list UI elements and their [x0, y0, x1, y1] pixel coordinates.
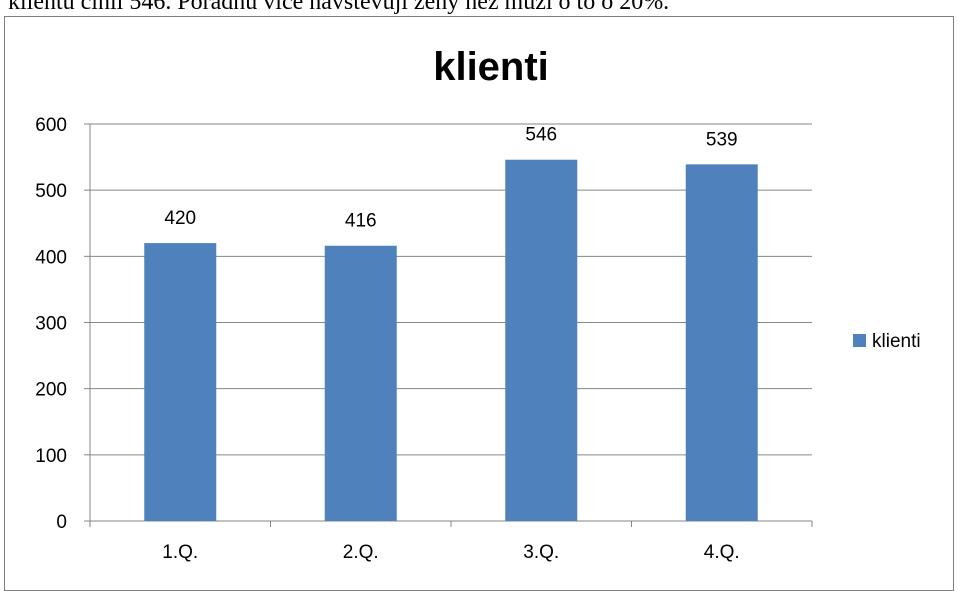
data-labels: 420 416 546 539	[164, 125, 737, 232]
data-label: 546	[525, 125, 557, 146]
x-category-label: 3.Q.	[523, 542, 559, 563]
data-label: 420	[164, 208, 196, 229]
x-category-label: 4.Q.	[704, 542, 740, 563]
bar	[144, 243, 217, 521]
y-tick-label: 300	[35, 314, 67, 335]
bar	[505, 159, 578, 522]
x-category-label: 1.Q.	[162, 542, 198, 563]
y-tick-label: 100	[35, 446, 67, 467]
bar	[685, 164, 758, 521]
y-tick-label: 400	[35, 247, 67, 268]
x-category-label: 2.Q.	[343, 542, 379, 563]
bar	[324, 245, 397, 521]
y-tick-label: 600	[35, 115, 67, 136]
data-label: 539	[706, 129, 738, 150]
legend-swatch	[853, 334, 866, 347]
y-tick-label: 0	[56, 512, 67, 533]
chart-title: klienti	[433, 45, 549, 89]
legend: klienti	[853, 331, 921, 352]
bars	[144, 159, 758, 522]
document-text-fragment: klientů činil 546. Poradnu více navštěvu…	[8, 0, 670, 15]
y-tick-label: 200	[35, 380, 67, 401]
y-tick-label: 500	[35, 181, 67, 202]
data-label: 416	[345, 211, 377, 232]
legend-label: klienti	[872, 331, 921, 352]
